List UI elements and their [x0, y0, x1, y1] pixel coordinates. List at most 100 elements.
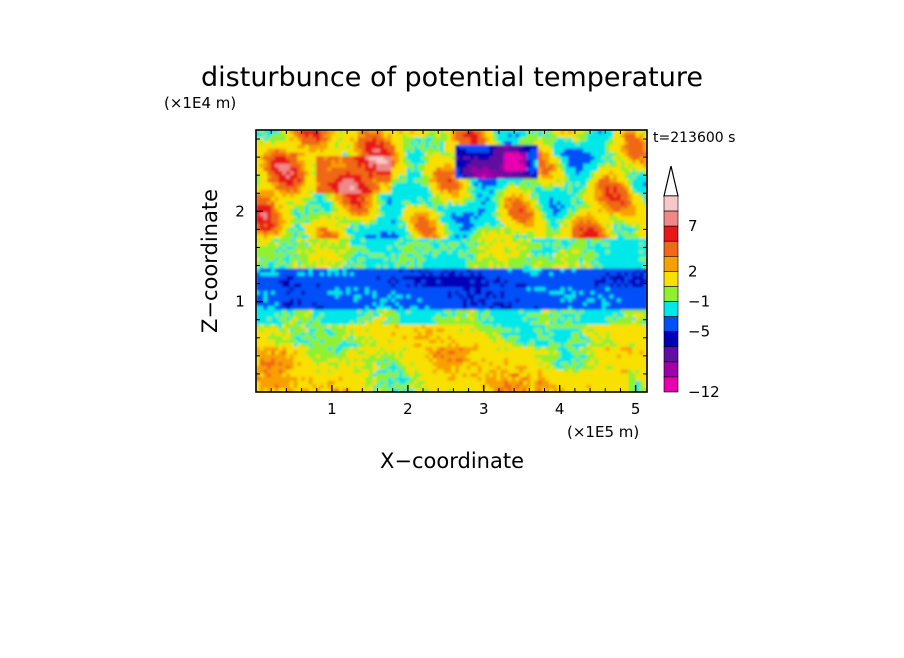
heatmap-cell: [537, 171, 543, 176]
heatmap-cell: [443, 275, 449, 281]
heatmap-cell: [601, 216, 607, 221]
heatmap-cell: [507, 189, 513, 195]
heatmap-cell: [368, 159, 374, 165]
heatmap-cell: [323, 152, 329, 157]
heatmap-cell: [387, 137, 393, 142]
heatmap-cell: [522, 182, 528, 187]
heatmap-cell: [297, 249, 302, 255]
heatmap-cell: [485, 208, 490, 214]
heatmap-cell: [564, 178, 569, 184]
heatmap-cell: [387, 186, 393, 191]
heatmap-cell: [564, 204, 569, 210]
heatmap-cell: [477, 298, 483, 303]
heatmap-cell: [289, 186, 295, 191]
heatmap-cell: [319, 141, 325, 146]
heatmap-cell: [365, 178, 370, 184]
heatmap-cell: [609, 189, 614, 195]
heatmap-cell: [372, 287, 378, 292]
heatmap-cell: [327, 264, 332, 270]
heatmap-cell: [432, 290, 438, 296]
heatmap-cell: [440, 133, 445, 139]
heatmap-cell: [616, 257, 622, 262]
heatmap-cell: [293, 163, 299, 169]
heatmap-cell: [496, 305, 502, 311]
heatmap-cell: [256, 261, 261, 266]
heatmap-cell: [635, 268, 641, 273]
heatmap-cell: [609, 204, 614, 210]
heatmap-cell: [282, 231, 287, 236]
heatmap-cell: [575, 197, 581, 202]
heatmap-cell: [545, 223, 550, 229]
heatmap-cell: [410, 234, 415, 240]
heatmap-cell: [312, 197, 317, 202]
heatmap-cell: [312, 212, 317, 217]
heatmap-cell: [515, 208, 520, 214]
heatmap-cell: [526, 223, 532, 229]
heatmap-cell: [489, 234, 494, 240]
heatmap-cell: [605, 212, 611, 217]
heatmap-cell: [259, 257, 265, 262]
heatmap-cell: [365, 208, 370, 214]
heatmap-cell: [451, 253, 456, 258]
heatmap-cell: [304, 212, 310, 217]
heatmap-cell: [282, 204, 287, 210]
heatmap-cell: [545, 246, 550, 251]
heatmap-cell: [402, 290, 408, 296]
heatmap-cell: [342, 189, 347, 195]
heatmap-cell: [594, 144, 599, 150]
heatmap-cell: [590, 298, 596, 303]
heatmap-cell: [631, 257, 637, 262]
heatmap-cell: [368, 152, 374, 157]
heatmap-cell: [398, 298, 404, 303]
heatmap-cell: [583, 174, 588, 180]
heatmap-cell: [564, 294, 569, 300]
heatmap-cell: [361, 275, 366, 281]
heatmap-cell: [635, 141, 641, 146]
heatmap-cell: [601, 249, 607, 255]
heatmap-cell: [372, 253, 378, 258]
heatmap-cell: [380, 275, 385, 281]
heatmap-cell: [447, 130, 453, 135]
heatmap-cell: [504, 283, 509, 288]
heatmap-cell: [496, 249, 502, 255]
heatmap-cell: [410, 189, 415, 195]
heatmap-cell: [319, 223, 325, 229]
heatmap-cell: [383, 246, 389, 251]
heatmap-cell: [500, 189, 505, 195]
heatmap-cell: [398, 204, 404, 210]
heatmap-cell: [421, 159, 426, 165]
heatmap-cell: [530, 305, 535, 311]
heatmap-cell: [443, 249, 449, 255]
heatmap-cell: [338, 257, 344, 262]
heatmap-cell: [628, 302, 633, 307]
heatmap-cell: [492, 159, 498, 165]
heatmap-cell: [526, 137, 532, 142]
heatmap-cell: [466, 216, 471, 221]
heatmap-cell: [338, 204, 344, 210]
heatmap-cell: [598, 219, 603, 225]
heatmap-cell: [425, 298, 430, 303]
heatmap-cell: [256, 268, 261, 273]
heatmap-cell: [334, 234, 340, 240]
heatmap-cell: [365, 272, 370, 277]
heatmap-cell: [459, 298, 464, 303]
heatmap-cell: [267, 133, 272, 139]
heatmap-cell: [571, 242, 577, 247]
heatmap-cell: [398, 189, 404, 195]
heatmap-cell: [643, 133, 647, 139]
heatmap-cell: [568, 219, 573, 225]
heatmap-cell: [598, 268, 603, 273]
heatmap-cell: [368, 268, 374, 273]
heatmap-cell: [489, 171, 494, 176]
heatmap-cell: [462, 156, 468, 161]
heatmap-cell: [301, 298, 306, 303]
heatmap-cell: [361, 167, 366, 172]
heatmap-cell: [462, 302, 468, 307]
heatmap-cell: [613, 242, 618, 247]
heatmap-cell: [342, 287, 347, 292]
heatmap-cell: [639, 178, 644, 184]
heatmap-cell: [413, 152, 419, 157]
heatmap-cell: [387, 174, 393, 180]
heatmap-cell: [312, 201, 317, 206]
heatmap-cell: [575, 253, 581, 258]
